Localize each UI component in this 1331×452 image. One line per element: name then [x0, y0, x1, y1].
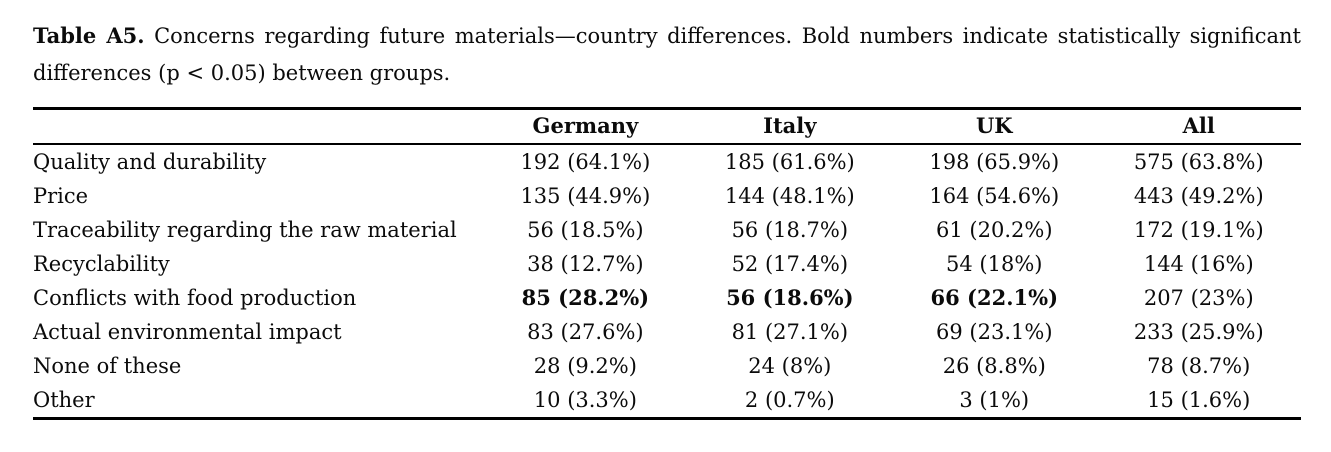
cell-value: 66 (22.1%) [930, 285, 1059, 310]
table-row: None of these 28 (9.2%) 24 (8%) 26 (8.8%) 78… [33, 349, 1301, 383]
cell-value: 56 (18.6%) [726, 285, 854, 310]
cell-value: 69 (23.1%) [936, 320, 1053, 344]
cell-value: 164 (54.6%) [929, 184, 1060, 208]
header-cell-all: All [1096, 108, 1301, 145]
cell-value: 54 (18%) [946, 252, 1043, 276]
row-label: Other [33, 388, 95, 412]
cell-value: 85 (28.2%) [521, 285, 650, 310]
table-row: Traceability regarding the raw material 5… [33, 213, 1301, 247]
cell-value: 24 (8%) [748, 354, 832, 378]
row-label: Quality and durability [33, 150, 267, 174]
cell-value: 144 (48.1%) [724, 184, 855, 208]
cell-value: 198 (65.9%) [929, 150, 1060, 174]
table-caption-label: Table A5. [33, 23, 145, 48]
cell-value: 233 (25.9%) [1133, 320, 1264, 344]
cell-value: 83 (27.6%) [527, 320, 644, 344]
row-label: Price [33, 184, 89, 208]
cell-value: 172 (19.1%) [1133, 218, 1264, 242]
row-label: Recyclability [33, 252, 170, 276]
header-cell-italy: Italy [687, 108, 893, 145]
row-label: Traceability regarding the raw material [33, 218, 457, 242]
header-cell-germany: Germany [483, 108, 688, 145]
table-row: Price 135 (44.9%) 144 (48.1%) 164 (54.6%) 44… [33, 179, 1301, 213]
cell-value: 185 (61.6%) [724, 150, 855, 174]
cell-value: 2 (0.7%) [744, 388, 835, 412]
cell-value: 207 (23%) [1143, 286, 1254, 310]
table-row: Actual environmental impact 83 (27.6%) 81 … [33, 315, 1301, 349]
cell-value: 10 (3.3%) [533, 388, 637, 412]
cell-value: 443 (49.2%) [1133, 184, 1264, 208]
table-row: Other 10 (3.3%) 2 (0.7%) 3 (1%) 15 (1.6%) [33, 383, 1301, 419]
cell-value: 28 (9.2%) [533, 354, 637, 378]
table-row: Conflicts with food production 85 (28.2%)… [33, 281, 1301, 315]
table-header-row: Germany Italy UK All [33, 108, 1301, 145]
cell-value: 52 (17.4%) [731, 252, 849, 276]
cell-value: 192 (64.1%) [520, 150, 651, 174]
table-row: Quality and durability 192 (64.1%) 185 (61… [33, 144, 1301, 179]
table-row: Recyclability 38 (12.7%) 52 (17.4%) 54 (18%… [33, 247, 1301, 281]
cell-value: 135 (44.9%) [520, 184, 651, 208]
cell-value: 144 (16%) [1143, 252, 1254, 276]
cell-value: 56 (18.5%) [527, 218, 644, 242]
cell-value: 56 (18.7%) [731, 218, 849, 242]
cell-value: 78 (8.7%) [1147, 354, 1251, 378]
cell-value: 575 (63.8%) [1133, 150, 1264, 174]
header-cell-blank [33, 108, 484, 145]
row-label: None of these [33, 354, 182, 378]
cell-value: 3 (1%) [959, 388, 1030, 412]
table-body: Quality and durability 192 (64.1%) 185 (61… [33, 144, 1301, 419]
cell-value: 15 (1.6%) [1147, 388, 1251, 412]
table-caption-text: Concerns regarding future materials—coun… [33, 24, 1301, 85]
row-label: Conflicts with food production [33, 286, 357, 310]
table-caption: Table A5. Concerns regarding future mate… [33, 17, 1301, 92]
cell-value: 61 (20.2%) [936, 218, 1053, 242]
cell-value: 81 (27.1%) [731, 320, 849, 344]
row-label: Actual environmental impact [33, 320, 342, 344]
cell-value: 26 (8.8%) [942, 354, 1046, 378]
cell-value: 38 (12.7%) [527, 252, 644, 276]
concerns-table: Germany Italy UK All Quality and durabil… [33, 107, 1301, 420]
header-cell-uk: UK [892, 108, 1097, 145]
